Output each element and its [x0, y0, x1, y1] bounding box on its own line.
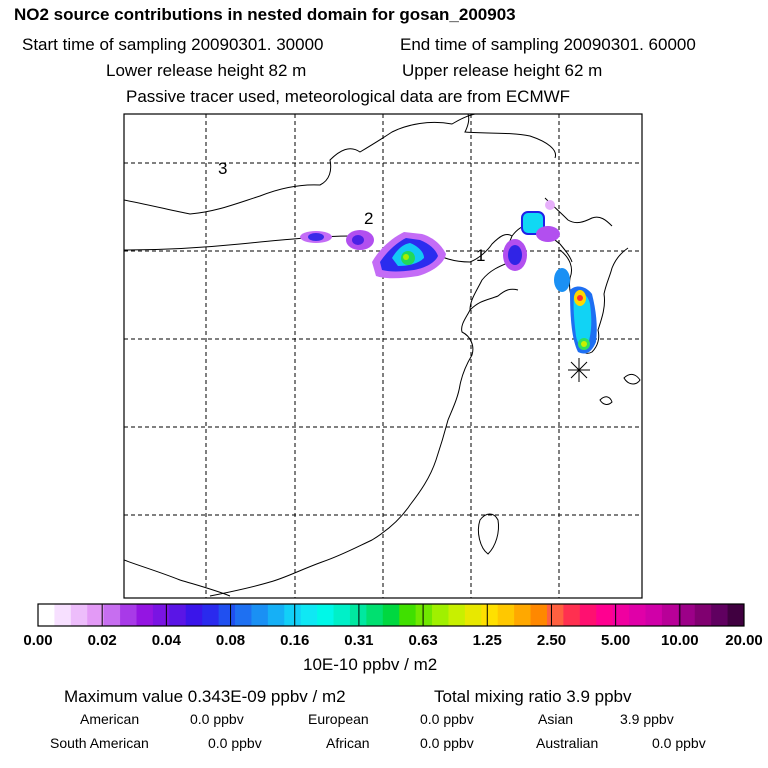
colorbar-swatch [251, 604, 269, 626]
australian-value: 0.0 ppbv [652, 735, 706, 751]
colorbar-swatch [481, 604, 499, 626]
colorbar-swatch [514, 604, 532, 626]
american-value: 0.0 ppbv [190, 711, 244, 727]
colorbar-tick-label: 0.16 [280, 632, 310, 649]
colorbar-swatch [87, 604, 105, 626]
colorbar-swatch [333, 604, 351, 626]
colorbar [38, 604, 745, 626]
colorbar-swatch [448, 604, 466, 626]
african-value: 0.0 ppbv [420, 735, 474, 751]
colorbar-tick-label: 5.00 [601, 632, 631, 649]
colorbar-swatch [382, 604, 400, 626]
figure-title: NO2 source contributions in nested domai… [14, 5, 516, 24]
map-frame [123, 113, 643, 599]
lower-release-text: Lower release height 82 m [106, 61, 307, 80]
colorbar-swatch [678, 604, 696, 626]
region-label-1: 1 [476, 246, 485, 265]
colorbar-swatch [497, 604, 515, 626]
japan-island [599, 396, 613, 405]
european-label: European [308, 711, 369, 727]
colorbar-tick-label: 10.00 [661, 632, 699, 649]
colorbar-swatch [103, 604, 121, 626]
upper-release-text: Upper release height 62 m [402, 61, 603, 80]
colorbar-swatch [661, 604, 679, 626]
taiwan-coast [477, 513, 499, 555]
colorbar-swatch [300, 604, 318, 626]
colorbar-swatch [120, 604, 138, 626]
colorbar-swatch [185, 604, 203, 626]
map-panel [124, 114, 642, 598]
african-label: African [326, 735, 370, 751]
colorbar-frame [37, 603, 745, 627]
colorbar-swatch [38, 604, 55, 626]
colorbar-swatch [563, 604, 581, 626]
maximum-value-text: Maximum value 0.343E-09 ppbv / m2 [64, 687, 346, 706]
north-korea-border [544, 197, 613, 227]
colorbar-swatch [235, 604, 252, 626]
colorbar-swatch [727, 604, 745, 626]
tracer-note-text: Passive tracer used, meteorological data… [126, 87, 571, 106]
colorbar-swatch [54, 604, 72, 626]
colorbar-swatch [579, 604, 597, 626]
end-sampling-text: End time of sampling 20090301. 60000 [400, 35, 696, 54]
start-sampling-text: Start time of sampling 20090301. 30000 [22, 35, 324, 54]
mongolia-border [124, 114, 476, 215]
colorbar-swatch [596, 604, 614, 626]
asian-value: 3.9 ppbv [620, 711, 674, 727]
lat-lon-grid [124, 114, 642, 598]
colorbar-tick-label: 2.50 [536, 632, 567, 649]
colorbar-swatch [612, 604, 630, 626]
korea-coast [559, 247, 629, 354]
coastlines [124, 114, 641, 597]
colorbar-swatch [432, 604, 449, 626]
south-coast [124, 559, 231, 597]
colorbar-tick-label: 0.31 [344, 632, 374, 649]
colorbar-swatch [415, 604, 433, 626]
no2-plumes [300, 200, 597, 354]
total-mixing-text: Total mixing ratio 3.9 ppbv [434, 687, 632, 706]
colorbar-tick-label: 1.25 [472, 632, 502, 649]
colorbar-swatch [218, 604, 236, 626]
colorbar-swatch [136, 604, 154, 626]
colorbar-swatch [546, 604, 564, 626]
colorbar-tick-label: 20.00 [725, 632, 763, 649]
south-american-value: 0.0 ppbv [208, 735, 262, 751]
colorbar-unit-label: 10E-10 ppbv / m2 [303, 655, 438, 674]
european-value: 0.0 ppbv [420, 711, 474, 727]
shandong-coast [469, 288, 519, 311]
region-label-2: 2 [364, 209, 373, 228]
colorbar-tick-label: 0.08 [215, 632, 246, 649]
colorbar-swatch [629, 604, 646, 626]
colorbar-swatch [169, 604, 187, 626]
gosan-receptor-marker [568, 358, 590, 382]
colorbar-swatch [399, 604, 417, 626]
colorbar-swatch [464, 604, 482, 626]
colorbar-swatch [694, 604, 712, 626]
colorbar-tick-label: 0.00 [23, 632, 53, 649]
kyushu-coast [623, 373, 641, 385]
colorbar-tick-label: 0.02 [87, 632, 117, 649]
colorbar-swatch [366, 604, 384, 626]
colorbar-swatch [267, 604, 285, 626]
australian-label: Australian [536, 735, 599, 751]
colorbar-tick-label: 0.04 [151, 632, 181, 649]
south-american-label: South American [50, 735, 149, 751]
american-label: American [80, 711, 140, 727]
colorbar-swatch [70, 604, 88, 626]
colorbar-swatch [530, 604, 548, 626]
colorbar-swatch [202, 604, 220, 626]
colorbar-swatch [152, 604, 170, 626]
colorbar-swatch [645, 604, 663, 626]
colorbar-tick-label: 0.63 [408, 632, 438, 649]
colorbar-swatch [317, 604, 335, 626]
colorbar-swatch [711, 604, 729, 626]
northeast-border [464, 114, 557, 159]
china-east-coast [209, 233, 513, 597]
region-label-3: 3 [218, 159, 227, 178]
asian-label: Asian [538, 711, 574, 727]
colorbar-swatch [284, 604, 302, 626]
